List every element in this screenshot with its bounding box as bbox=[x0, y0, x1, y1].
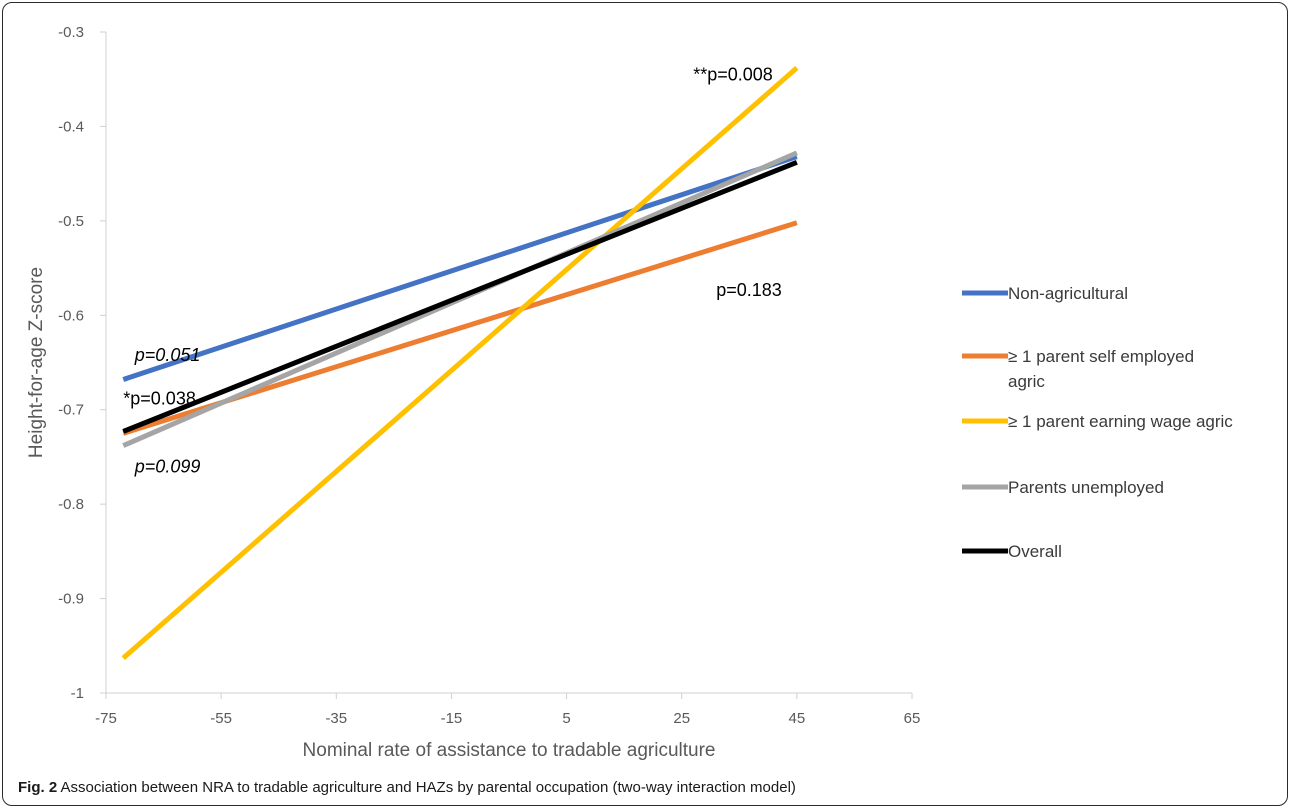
legend-label-4: Overall bbox=[1008, 542, 1062, 561]
legend-label-0: Non-agricultural bbox=[1008, 284, 1128, 303]
x-tick-label: 65 bbox=[904, 710, 921, 727]
x-tick-label: -15 bbox=[441, 710, 463, 727]
x-tick-label: -75 bbox=[95, 710, 117, 727]
series-line-4 bbox=[122, 159, 798, 434]
series-line-2 bbox=[121, 66, 799, 660]
legend-label-3: Parents unemployed bbox=[1008, 478, 1164, 497]
annotation-3: **p=0.008 bbox=[693, 64, 773, 84]
y-tick-label: -0.5 bbox=[58, 213, 84, 230]
annotation-2: p=0.099 bbox=[134, 456, 201, 476]
annotation-1: *p=0.038 bbox=[123, 388, 196, 408]
legend-label-1: ≥ 1 parent self employed agric bbox=[1008, 347, 1194, 391]
x-tick-label: 5 bbox=[562, 710, 570, 727]
x-tick-label: -55 bbox=[210, 710, 232, 727]
y-tick-label: -0.8 bbox=[58, 496, 84, 513]
x-axis-title: Nominal rate of assistance to tradable a… bbox=[303, 740, 716, 761]
y-tick-label: -0.9 bbox=[58, 591, 84, 608]
figure-caption: Fig. 2 Association between NRA to tradab… bbox=[18, 779, 796, 796]
x-tick-label: 45 bbox=[789, 710, 806, 727]
y-tick-label: -0.3 bbox=[58, 24, 84, 41]
caption-text: Association between NRA to tradable agri… bbox=[57, 779, 796, 796]
y-tick-label: -1 bbox=[71, 685, 84, 702]
y-axis-title: Height-for-age Z-score bbox=[26, 267, 47, 458]
series-line-0 bbox=[122, 154, 798, 382]
x-tick-label: -35 bbox=[325, 710, 347, 727]
x-tick-label: 25 bbox=[673, 710, 690, 727]
y-tick-label: -0.4 bbox=[58, 118, 84, 135]
y-tick-label: -0.6 bbox=[58, 307, 84, 324]
caption-label: Fig. 2 bbox=[18, 779, 58, 796]
legend-label-2: ≥ 1 parent earning wage agric bbox=[1008, 412, 1233, 431]
annotation-4: p=0.183 bbox=[716, 280, 782, 300]
line-chart: -75 -55 -35 -15 5 25 45 65 -0.3 -0.4 -0.5 -0.6 -0.7 -… bbox=[26, 24, 1233, 761]
y-tick-label: -0.7 bbox=[58, 402, 84, 419]
annotation-0: p=0.051 bbox=[134, 345, 201, 365]
